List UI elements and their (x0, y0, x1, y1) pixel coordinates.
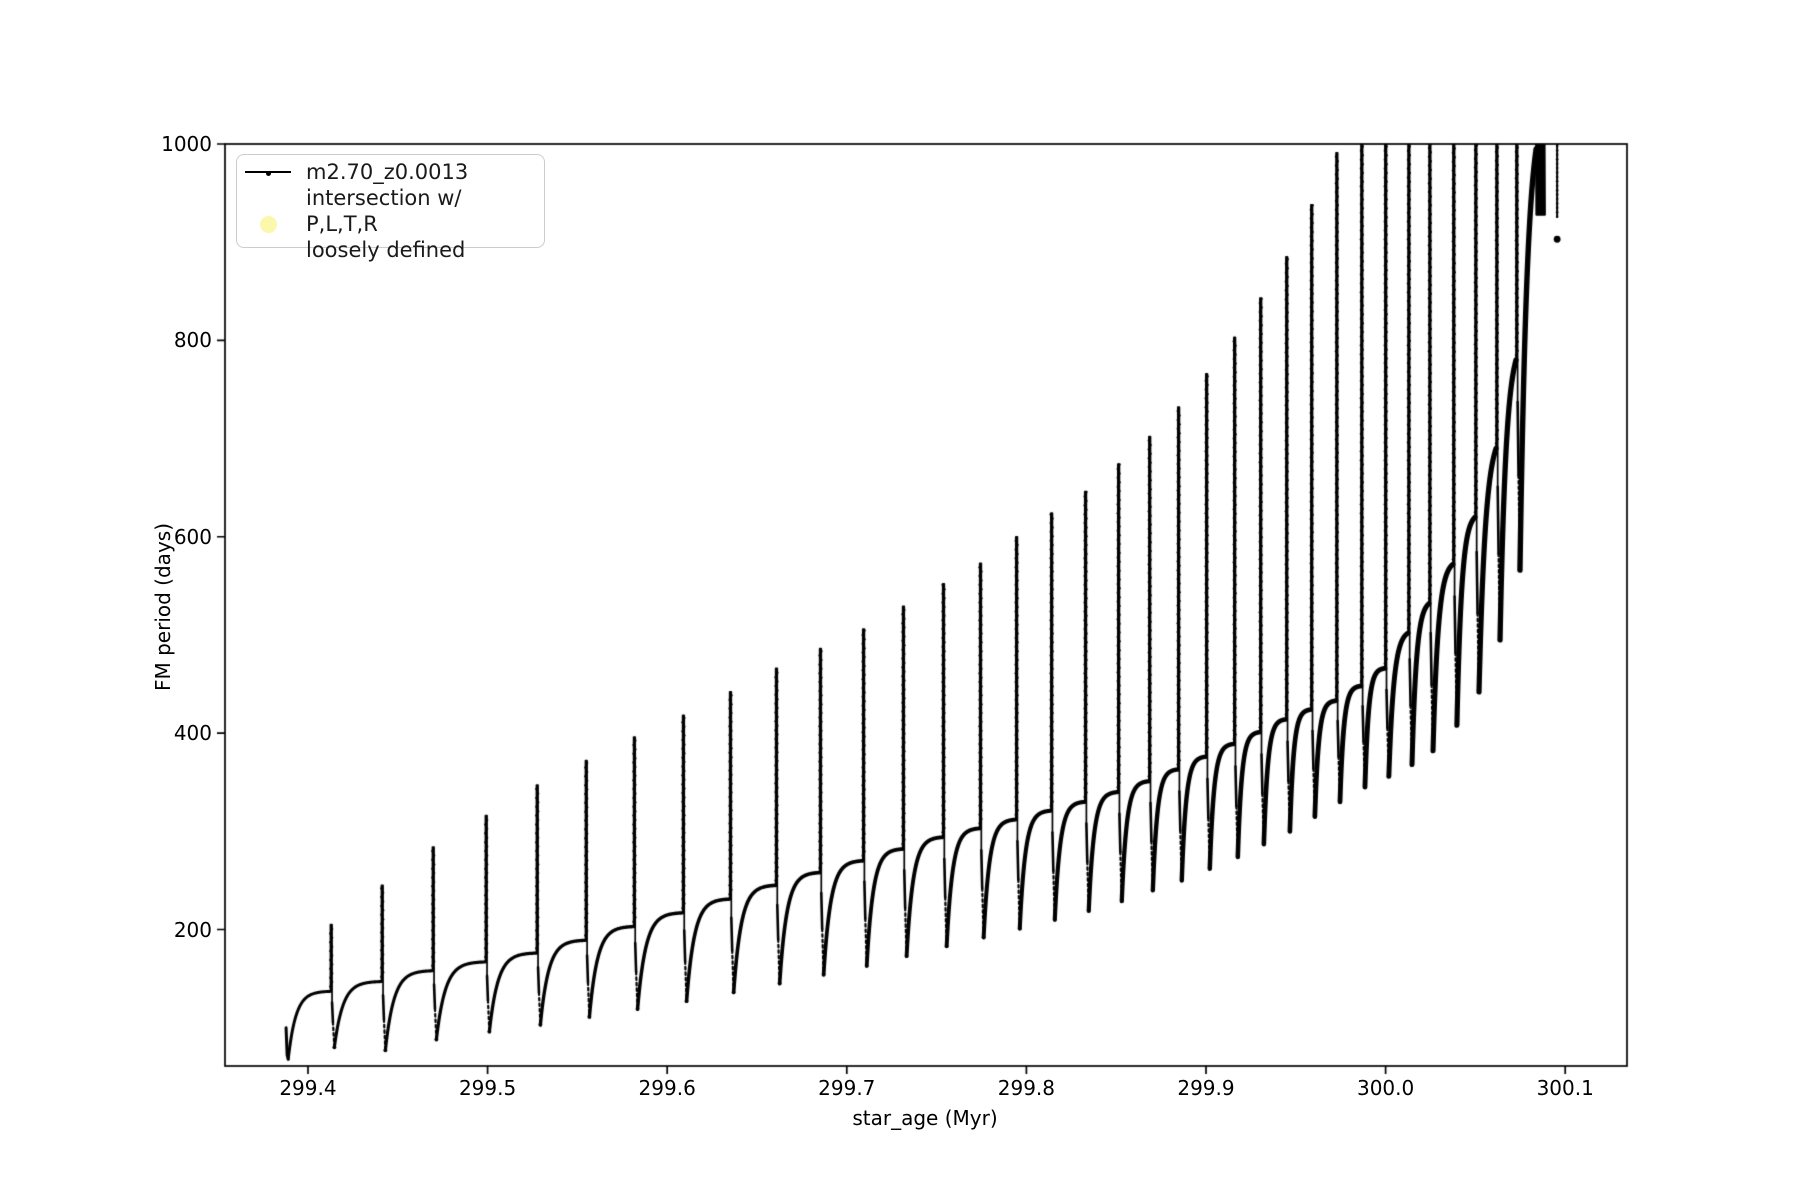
legend-item-intersection: intersection w/ P,L,T,R loosely defined (245, 185, 534, 263)
y-axis-label-text: FM period (days) (151, 523, 175, 691)
legend: m2.70_z0.0013 intersection w/ P,L,T,R lo… (236, 154, 545, 262)
legend-label-intersection-line1: intersection w/ P,L,T,R (306, 186, 462, 236)
x-tick-label: 299.7 (818, 1076, 876, 1100)
x-tick-label: 299.8 (997, 1076, 1056, 1100)
line-marker-icon (245, 170, 291, 176)
point-marker-icon (265, 170, 271, 176)
legend-item-series: m2.70_z0.0013 (245, 159, 534, 185)
yellow-circle-marker (259, 215, 277, 233)
legend-label-intersection: intersection w/ P,L,T,R loosely defined (306, 185, 534, 263)
x-tick-label: 299.4 (279, 1076, 337, 1100)
y-tick-label: 800 (173, 328, 212, 353)
legend-line-sample (245, 170, 291, 176)
x-axis-label: star_age (Myr) (852, 1106, 998, 1130)
x-tick-label: 299.9 (1177, 1076, 1235, 1100)
y-tick-label: 400 (173, 721, 212, 746)
legend-label-series: m2.70_z0.0013 (306, 160, 469, 184)
y-tick-label: 200 (173, 917, 212, 942)
legend-label-intersection-line2: loosely defined (306, 238, 466, 262)
x-tick-label: 299.6 (638, 1076, 696, 1100)
y-tick-label: 600 (173, 524, 212, 549)
x-tick-label: 299.5 (458, 1076, 517, 1100)
circle-marker-icon (245, 215, 291, 233)
x-tick-label: 300.0 (1356, 1076, 1415, 1100)
y-tick-label: 1000 (161, 132, 212, 156)
x-tick-label: 300.1 (1536, 1076, 1594, 1100)
